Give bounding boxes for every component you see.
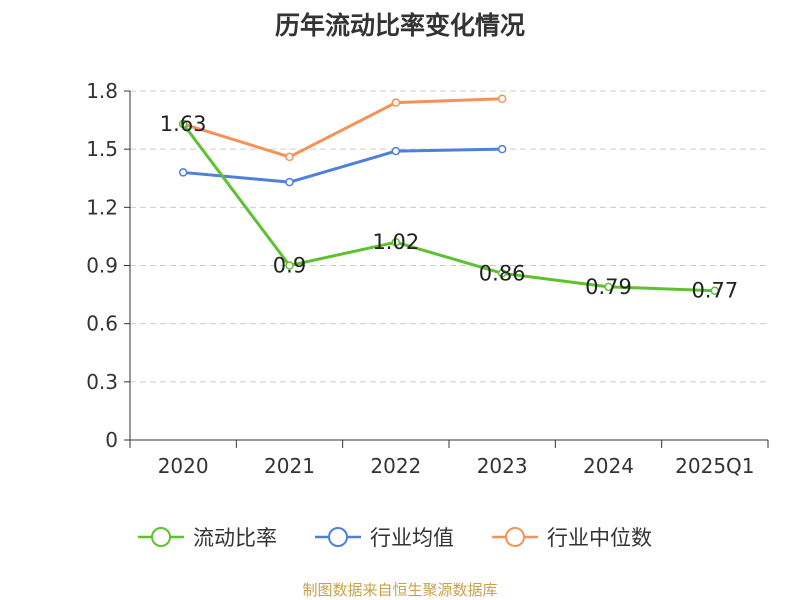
data-point[interactable]: [178, 168, 188, 177]
data-point[interactable]: [497, 269, 507, 278]
y-tick-label: 0: [105, 428, 118, 452]
legend[interactable]: 流动比率 行业均值 行业中位数: [138, 526, 652, 550]
source-note: 制图数据来自恒生聚源数据库: [302, 581, 498, 599]
series-line-0: [181, 123, 715, 293]
data-point[interactable]: [710, 286, 720, 295]
grid-layer: [130, 90, 768, 383]
legend-marker: [505, 527, 525, 547]
data-point[interactable]: [285, 177, 294, 187]
x-tick-label: 2024: [583, 454, 634, 478]
series-line-2: [182, 97, 503, 159]
y-tick-label: 1.8: [86, 79, 118, 103]
x-tick-label: 2025Q1: [675, 454, 754, 478]
chart-title: 历年流动比率变化情况: [274, 11, 525, 40]
data-label: 1.02: [372, 230, 419, 254]
data-point[interactable]: [604, 282, 613, 292]
x-tick-label: 2022: [370, 454, 421, 478]
data-point[interactable]: [391, 98, 401, 107]
x-tick-label: 2020: [158, 454, 209, 478]
x-tick-label: 2023: [477, 454, 528, 478]
data-point[interactable]: [285, 261, 294, 270]
data-label-layer: 1.63 0.9 1.02 0.86 0.79 0.77: [160, 112, 738, 303]
series-layer: [178, 94, 720, 295]
legend-label[interactable]: 行业中位数: [547, 526, 652, 550]
data-label: 0.9: [273, 254, 306, 278]
axis-layer: 0 0.3 0.6 0.9 1.2 1.5 1.8 2020 2021 2022 2023 2024 2…: [86, 79, 769, 478]
y-tick-label: 0.9: [86, 254, 118, 278]
y-tick-label: 1.2: [86, 195, 118, 219]
legend-label[interactable]: 流动比率: [193, 526, 277, 550]
data-point[interactable]: [497, 94, 507, 104]
legend-marker: [151, 527, 171, 547]
data-label: 0.77: [691, 279, 738, 303]
data-point[interactable]: [497, 144, 507, 154]
data-label: 0.79: [585, 275, 632, 299]
series-line-1: [183, 147, 503, 184]
y-tick-label: 0.6: [86, 312, 118, 336]
x-tick-label: 2021: [264, 454, 315, 478]
data-point[interactable]: [391, 237, 401, 247]
data-point[interactable]: [178, 119, 188, 129]
legend-label[interactable]: 行业均值: [370, 526, 454, 550]
legend-marker: [328, 527, 348, 547]
data-label: 1.63: [160, 112, 207, 136]
data-point[interactable]: [391, 146, 401, 156]
data-label: 0.86: [479, 261, 526, 285]
y-tick-label: 0.3: [86, 370, 118, 394]
data-point[interactable]: [285, 152, 294, 162]
y-tick-label: 1.5: [86, 137, 118, 161]
